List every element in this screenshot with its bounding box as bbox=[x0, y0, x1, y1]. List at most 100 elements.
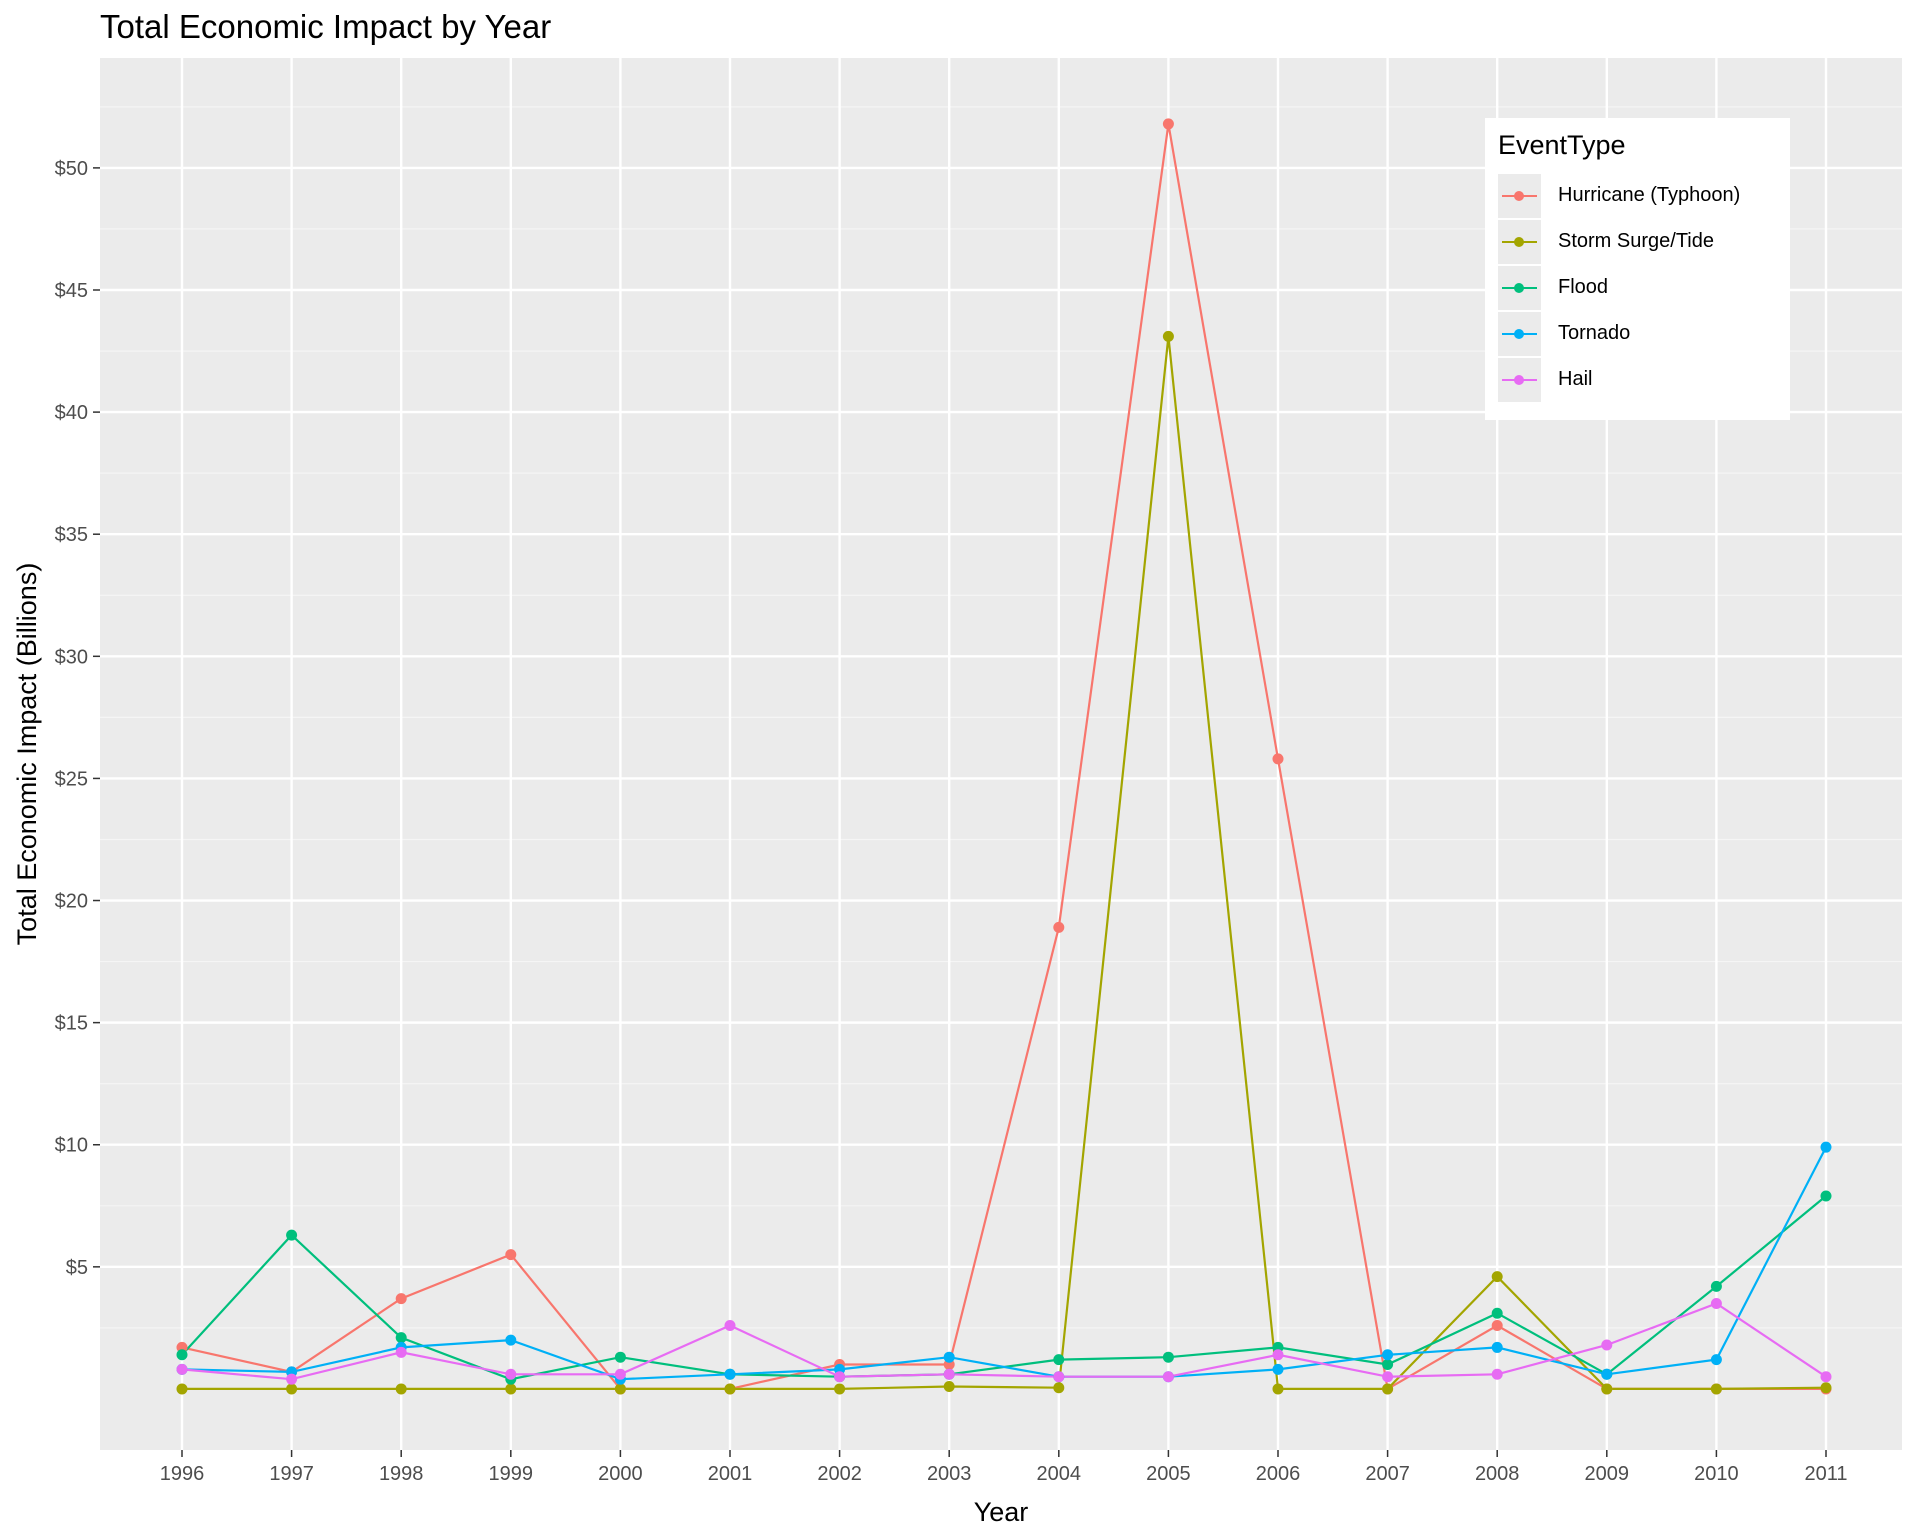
data-point bbox=[505, 1334, 517, 1346]
data-point bbox=[614, 1368, 626, 1380]
legend-key bbox=[1498, 220, 1541, 264]
legend-item: Flood bbox=[1498, 266, 1788, 310]
data-point bbox=[1820, 1190, 1832, 1202]
x-tick-label: 2001 bbox=[708, 1463, 753, 1485]
x-tick-label: 2009 bbox=[1585, 1463, 1630, 1485]
data-point bbox=[943, 1368, 955, 1380]
legend-item: Storm Surge/Tide bbox=[1498, 220, 1788, 264]
x-tick-label: 2005 bbox=[1146, 1463, 1191, 1485]
data-point bbox=[834, 1383, 846, 1395]
y-tick-label: $25 bbox=[55, 768, 88, 790]
x-tick-label: 2002 bbox=[817, 1463, 862, 1485]
data-point bbox=[1382, 1371, 1394, 1383]
data-point bbox=[943, 1381, 955, 1393]
data-point bbox=[1491, 1368, 1503, 1380]
y-tick-label: $40 bbox=[55, 402, 88, 424]
data-point bbox=[834, 1371, 846, 1383]
data-point bbox=[1272, 1349, 1284, 1361]
x-tick-label: 2007 bbox=[1365, 1463, 1410, 1485]
data-point bbox=[1272, 1363, 1284, 1375]
data-point bbox=[1272, 1383, 1284, 1395]
legend-key bbox=[1498, 266, 1541, 310]
data-point bbox=[1491, 1319, 1503, 1331]
data-point bbox=[943, 1351, 955, 1363]
data-point bbox=[505, 1249, 517, 1261]
data-point bbox=[1272, 753, 1284, 765]
y-axis-title: Total Economic Impact (Billions) bbox=[12, 563, 42, 946]
data-point bbox=[724, 1383, 736, 1395]
x-tick-label: 2000 bbox=[598, 1463, 643, 1485]
legend-item: Hurricane (Typhoon) bbox=[1498, 174, 1788, 218]
legend-item: Hail bbox=[1498, 358, 1788, 402]
legend-point-swatch bbox=[1514, 237, 1524, 247]
legend-label: Flood bbox=[1558, 276, 1609, 298]
data-point bbox=[1601, 1383, 1613, 1395]
data-point bbox=[1053, 1382, 1065, 1394]
legend-title: EventType bbox=[1498, 130, 1626, 160]
data-point bbox=[1601, 1339, 1613, 1351]
data-point bbox=[1710, 1354, 1722, 1366]
y-tick-label: $35 bbox=[55, 524, 88, 546]
legend-item: Tornado bbox=[1498, 312, 1788, 356]
series-line-0 bbox=[181, 123, 1826, 1391]
legend-key bbox=[1498, 358, 1541, 402]
data-point bbox=[1601, 1368, 1613, 1380]
legend-label: Hurricane (Typhoon) bbox=[1558, 184, 1741, 206]
x-axis-title: Year bbox=[974, 1497, 1029, 1527]
series-points bbox=[176, 118, 1832, 1395]
data-point bbox=[505, 1368, 517, 1380]
data-point bbox=[176, 1383, 188, 1395]
series-line-4 bbox=[181, 1302, 1827, 1381]
data-point bbox=[176, 1349, 188, 1361]
chart-title: Total Economic Impact by Year bbox=[100, 8, 552, 45]
x-axis: 1996 1997 1998 1999 2000 2001 2002 2003 2004 2005… bbox=[160, 1450, 1848, 1485]
legend: EventType Hurricane (Typhoon) Storm Surge… bbox=[1485, 118, 1790, 420]
data-point bbox=[1820, 1141, 1832, 1153]
legend-label: Hail bbox=[1558, 368, 1593, 390]
data-point bbox=[724, 1319, 736, 1331]
x-tick-label: 2011 bbox=[1804, 1463, 1847, 1485]
data-point bbox=[1382, 1359, 1394, 1371]
legend-point-swatch bbox=[1514, 375, 1524, 385]
data-point bbox=[395, 1346, 407, 1358]
x-tick-label: 1998 bbox=[379, 1463, 424, 1485]
data-point bbox=[1162, 1351, 1174, 1363]
series-lines bbox=[181, 123, 1827, 1391]
data-point bbox=[1382, 1383, 1394, 1395]
data-point bbox=[614, 1351, 626, 1363]
x-tick-label: 2003 bbox=[927, 1463, 972, 1485]
data-point bbox=[395, 1293, 407, 1305]
data-point bbox=[724, 1368, 736, 1380]
data-point bbox=[286, 1383, 298, 1395]
data-point bbox=[1491, 1307, 1503, 1319]
data-point bbox=[1053, 921, 1065, 933]
data-point bbox=[1053, 1371, 1065, 1383]
x-tick-label: 1999 bbox=[489, 1463, 534, 1485]
legend-label: Storm Surge/Tide bbox=[1558, 230, 1714, 252]
legend-point-swatch bbox=[1514, 283, 1524, 293]
series-line-1 bbox=[182, 336, 1827, 1391]
y-tick-label: $30 bbox=[55, 646, 88, 668]
y-tick-label: $15 bbox=[55, 1013, 88, 1035]
data-point bbox=[1710, 1383, 1722, 1395]
data-point bbox=[176, 1363, 188, 1375]
data-point bbox=[1162, 330, 1174, 342]
data-point bbox=[1491, 1341, 1503, 1353]
series-line-3 bbox=[181, 1146, 1827, 1381]
y-tick-label: $10 bbox=[55, 1135, 88, 1157]
x-tick-label: 1996 bbox=[160, 1463, 205, 1485]
data-point bbox=[505, 1383, 517, 1395]
data-point bbox=[1820, 1371, 1832, 1383]
major-gridlines bbox=[100, 58, 1902, 1450]
data-point bbox=[614, 1383, 626, 1395]
legend-key bbox=[1498, 312, 1541, 356]
x-tick-label: 2004 bbox=[1037, 1463, 1082, 1485]
x-tick-label: 2010 bbox=[1694, 1463, 1739, 1485]
y-tick-label: $45 bbox=[55, 280, 88, 302]
data-point bbox=[1382, 1349, 1394, 1361]
y-axis: $5 $10 $15 $20 $25 $30 $35 $40 $45 $50 bbox=[55, 158, 100, 1279]
legend-key bbox=[1498, 174, 1541, 218]
data-point bbox=[1710, 1280, 1722, 1292]
data-point bbox=[1162, 118, 1174, 130]
legend-label: Tornado bbox=[1558, 322, 1631, 344]
